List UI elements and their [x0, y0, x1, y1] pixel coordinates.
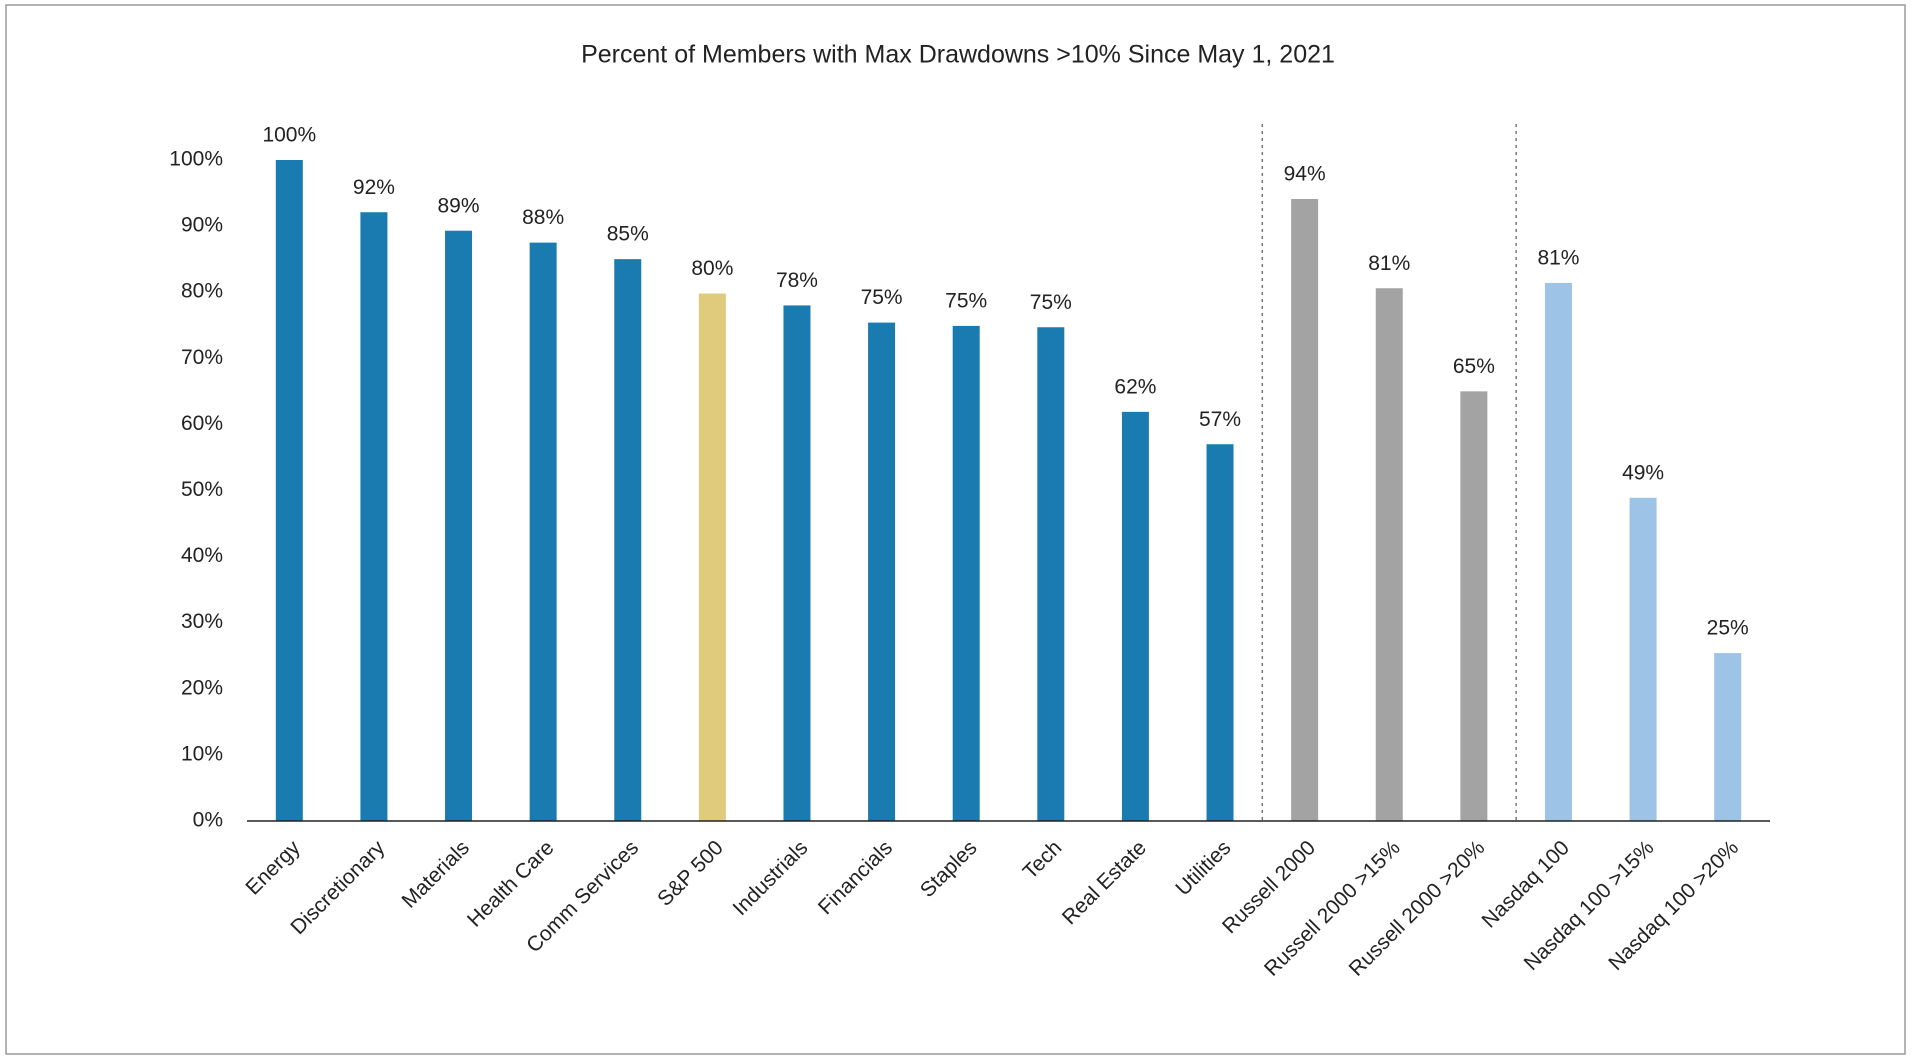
value-label: 78% [776, 269, 818, 292]
bar [1291, 198, 1319, 821]
value-label: 75% [945, 289, 987, 312]
x-tick-label: Financials [814, 836, 897, 919]
value-label: 49% [1622, 461, 1664, 484]
value-label: 75% [861, 286, 903, 309]
bar [868, 322, 896, 821]
bar [1544, 282, 1572, 821]
x-tick-label: Staples [916, 836, 982, 902]
value-label: 94% [1284, 163, 1326, 186]
value-label: 100% [262, 124, 316, 147]
bar [275, 160, 303, 821]
value-label: 89% [438, 194, 480, 217]
y-tick-label: 10% [181, 742, 223, 765]
value-label: 88% [522, 206, 564, 229]
x-tick-label: Energy [241, 836, 305, 900]
y-tick-label: 20% [181, 676, 223, 699]
y-tick-label: 90% [181, 214, 223, 237]
y-tick-label: 80% [181, 280, 223, 303]
value-label: 85% [607, 223, 649, 246]
bar [614, 259, 642, 821]
y-tick-label: 60% [181, 412, 223, 435]
x-tick-label: Health Care [463, 836, 559, 932]
bar [1460, 391, 1488, 821]
bar [783, 305, 811, 821]
bar [952, 325, 980, 821]
bar [360, 212, 388, 821]
bar [529, 242, 557, 821]
value-label: 65% [1453, 355, 1495, 378]
value-label: 25% [1707, 617, 1749, 640]
x-tick-label: Real Estate [1058, 836, 1151, 929]
x-tick-label: Tech [1019, 836, 1067, 884]
value-label: 92% [353, 176, 395, 199]
bar [1629, 497, 1657, 821]
bar [445, 230, 473, 822]
x-tick-label: Materials [397, 836, 474, 913]
y-tick-label: 70% [181, 346, 223, 369]
chart-title: Percent of Members with Max Drawdowns >1… [581, 41, 1335, 69]
bar [698, 293, 726, 822]
frame [5, 4, 1906, 1055]
value-label: 62% [1114, 375, 1156, 398]
y-tick-label: 100% [169, 148, 223, 171]
y-tick-label: 30% [181, 610, 223, 633]
bar [1714, 653, 1742, 821]
x-tick-label: S&P 500 [653, 836, 728, 911]
value-label: 80% [691, 257, 733, 280]
value-label: 75% [1030, 291, 1072, 314]
y-tick-label: 40% [181, 544, 223, 567]
value-label: 81% [1537, 246, 1579, 269]
y-tick-label: 50% [181, 478, 223, 501]
x-tick-label: Industrials [728, 836, 812, 920]
bar [1375, 288, 1403, 821]
value-label: 57% [1199, 408, 1241, 431]
value-label: 81% [1368, 252, 1410, 275]
bar [1206, 444, 1234, 821]
bar [1037, 327, 1065, 821]
x-tick-label: Utilities [1171, 836, 1235, 900]
y-tick-label: 0% [193, 809, 223, 832]
bar [1121, 411, 1149, 821]
